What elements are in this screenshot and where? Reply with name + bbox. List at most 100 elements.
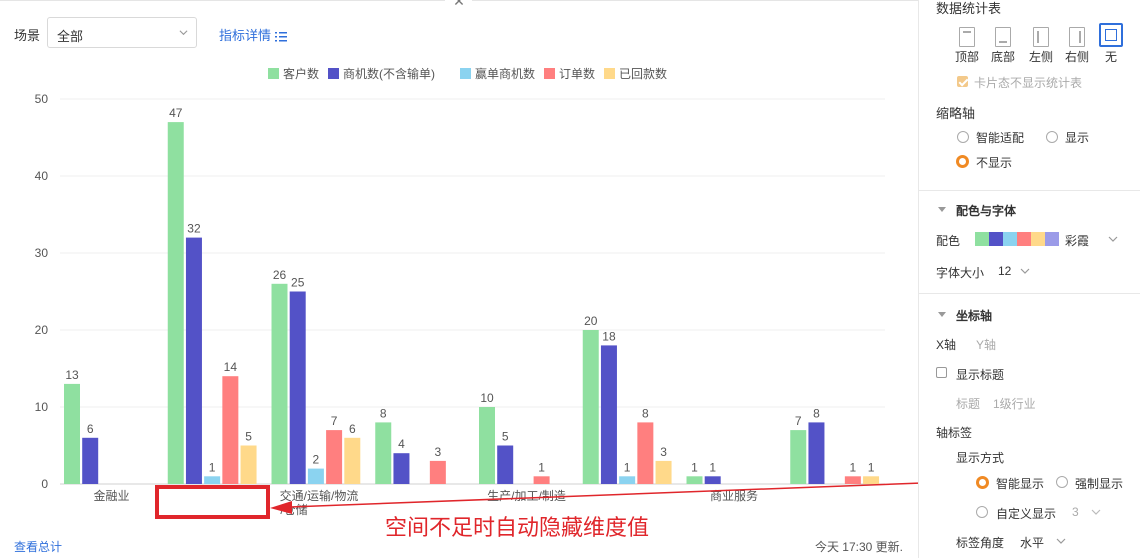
- palette-swatch: [989, 232, 1003, 246]
- custom-count-value[interactable]: 3: [1072, 505, 1079, 519]
- data-label: 14: [224, 360, 238, 374]
- legend-swatch: [328, 68, 339, 79]
- data-label: 1: [209, 460, 216, 474]
- display-custom-label: 自定义显示: [996, 507, 1057, 521]
- palette-swatch: [1031, 232, 1045, 246]
- x-tick-label: /仓储: [280, 502, 307, 517]
- bar: [240, 445, 257, 484]
- position-bottom-icon[interactable]: [995, 27, 1011, 47]
- legend-label: 客户数: [283, 66, 319, 81]
- card-hide-checkbox[interactable]: [957, 76, 968, 87]
- y-tick-label: 50: [35, 92, 49, 106]
- position-label-none: 无: [1104, 50, 1117, 64]
- bar: [704, 476, 721, 484]
- data-label: 26: [273, 268, 287, 282]
- bar: [619, 476, 636, 484]
- bar: [863, 476, 880, 484]
- data-label: 1: [709, 460, 716, 474]
- bar: [289, 291, 306, 484]
- data-label: 8: [380, 406, 387, 420]
- label-angle-value[interactable]: 水平: [1020, 536, 1045, 550]
- caret-down-icon[interactable]: [938, 312, 946, 317]
- section-divider: [919, 293, 1140, 294]
- data-label: 18: [602, 329, 616, 343]
- data-label: 1: [624, 460, 631, 474]
- show-title-label: 显示标题: [956, 368, 1005, 382]
- scene-label: 场景: [14, 28, 41, 43]
- data-label: 7: [795, 414, 802, 428]
- chevron-down-icon[interactable]: [1020, 268, 1030, 275]
- data-label: 6: [87, 422, 94, 436]
- position-left-icon[interactable]: [1033, 27, 1049, 47]
- data-label: 1: [850, 460, 857, 474]
- data-label: 5: [502, 430, 509, 444]
- x-tick-label: 商业服务: [710, 488, 758, 503]
- caret-down-icon[interactable]: [938, 207, 946, 212]
- y-tick-label: 30: [35, 246, 49, 260]
- thumb-option-hide-radio[interactable]: [956, 155, 969, 168]
- stats-table-title: 数据统计表: [936, 1, 1002, 16]
- bar: [271, 283, 288, 484]
- show-title-checkbox[interactable]: [936, 367, 947, 378]
- data-label: 10: [480, 391, 494, 405]
- palette-name: 彩霞: [1065, 234, 1090, 248]
- data-label: 20: [584, 314, 598, 328]
- annotation-caption: 空间不足时自动隐藏维度值: [385, 516, 650, 541]
- annotation-highlight-box: [155, 485, 270, 519]
- bar: [222, 376, 239, 484]
- bar: [344, 437, 361, 484]
- data-label: 8: [813, 406, 820, 420]
- bar: [307, 468, 324, 484]
- chevron-down-icon[interactable]: [1056, 538, 1066, 545]
- top-divider: [0, 0, 445, 1]
- close-icon[interactable]: ✕: [453, 0, 465, 9]
- legend-label: 订单数: [559, 66, 595, 81]
- scene-select-value: 全部: [57, 29, 84, 44]
- display-smart-radio[interactable]: [976, 476, 989, 489]
- bar: [82, 437, 99, 484]
- thumb-option-show-label: 显示: [1065, 131, 1090, 145]
- data-label: 1: [868, 460, 875, 474]
- position-label-right: 右侧: [1064, 50, 1089, 64]
- palette-select[interactable]: [975, 0, 1125, 258]
- position-top-icon[interactable]: [959, 27, 975, 47]
- legend-label: 赢单商机数: [475, 66, 535, 81]
- bar: [808, 422, 825, 484]
- data-label: 4: [398, 437, 405, 451]
- chevron-down-icon[interactable]: [1108, 236, 1118, 243]
- y-tick-label: 20: [35, 323, 49, 337]
- axis-section-title: 坐标轴: [956, 309, 993, 323]
- legend-swatch: [268, 68, 279, 79]
- bar: [326, 430, 343, 484]
- view-total-link[interactable]: 查看总计: [14, 540, 63, 554]
- thumb-axis-title: 缩略轴: [936, 106, 976, 121]
- data-label: 8: [642, 406, 649, 420]
- data-label: 2: [313, 453, 320, 467]
- palette-swatch: [975, 232, 989, 246]
- thumb-option-smart-radio[interactable]: [957, 131, 969, 143]
- data-label: 1: [691, 460, 698, 474]
- thumb-option-show-radio[interactable]: [1046, 131, 1058, 143]
- data-label: 1: [538, 460, 545, 474]
- bar: [375, 422, 392, 484]
- bar: [479, 407, 495, 484]
- title-value[interactable]: 1级行业: [993, 397, 1036, 411]
- axis-tab-y[interactable]: Y轴: [976, 338, 997, 352]
- scene-select[interactable]: 全部: [47, 17, 197, 48]
- position-none-icon[interactable]: [1099, 23, 1123, 47]
- axis-tab-x[interactable]: X轴: [936, 338, 957, 352]
- font-size-value[interactable]: 12: [998, 264, 1012, 278]
- indicator-detail-link[interactable]: 指标详情: [219, 25, 288, 44]
- position-right-icon[interactable]: [1069, 27, 1085, 47]
- card-hide-label: 卡片态不显示统计表: [974, 76, 1083, 90]
- legend-swatch: [544, 68, 555, 79]
- color-label: 配色: [936, 234, 961, 248]
- chevron-down-icon[interactable]: [1091, 509, 1101, 516]
- display-force-radio[interactable]: [1056, 476, 1068, 488]
- display-custom-radio[interactable]: [976, 506, 988, 518]
- position-label-top: 顶部: [954, 50, 979, 64]
- section-divider: [919, 190, 1140, 191]
- list-icon: [275, 32, 288, 42]
- y-tick-label: 10: [35, 400, 49, 414]
- bar: [790, 430, 807, 484]
